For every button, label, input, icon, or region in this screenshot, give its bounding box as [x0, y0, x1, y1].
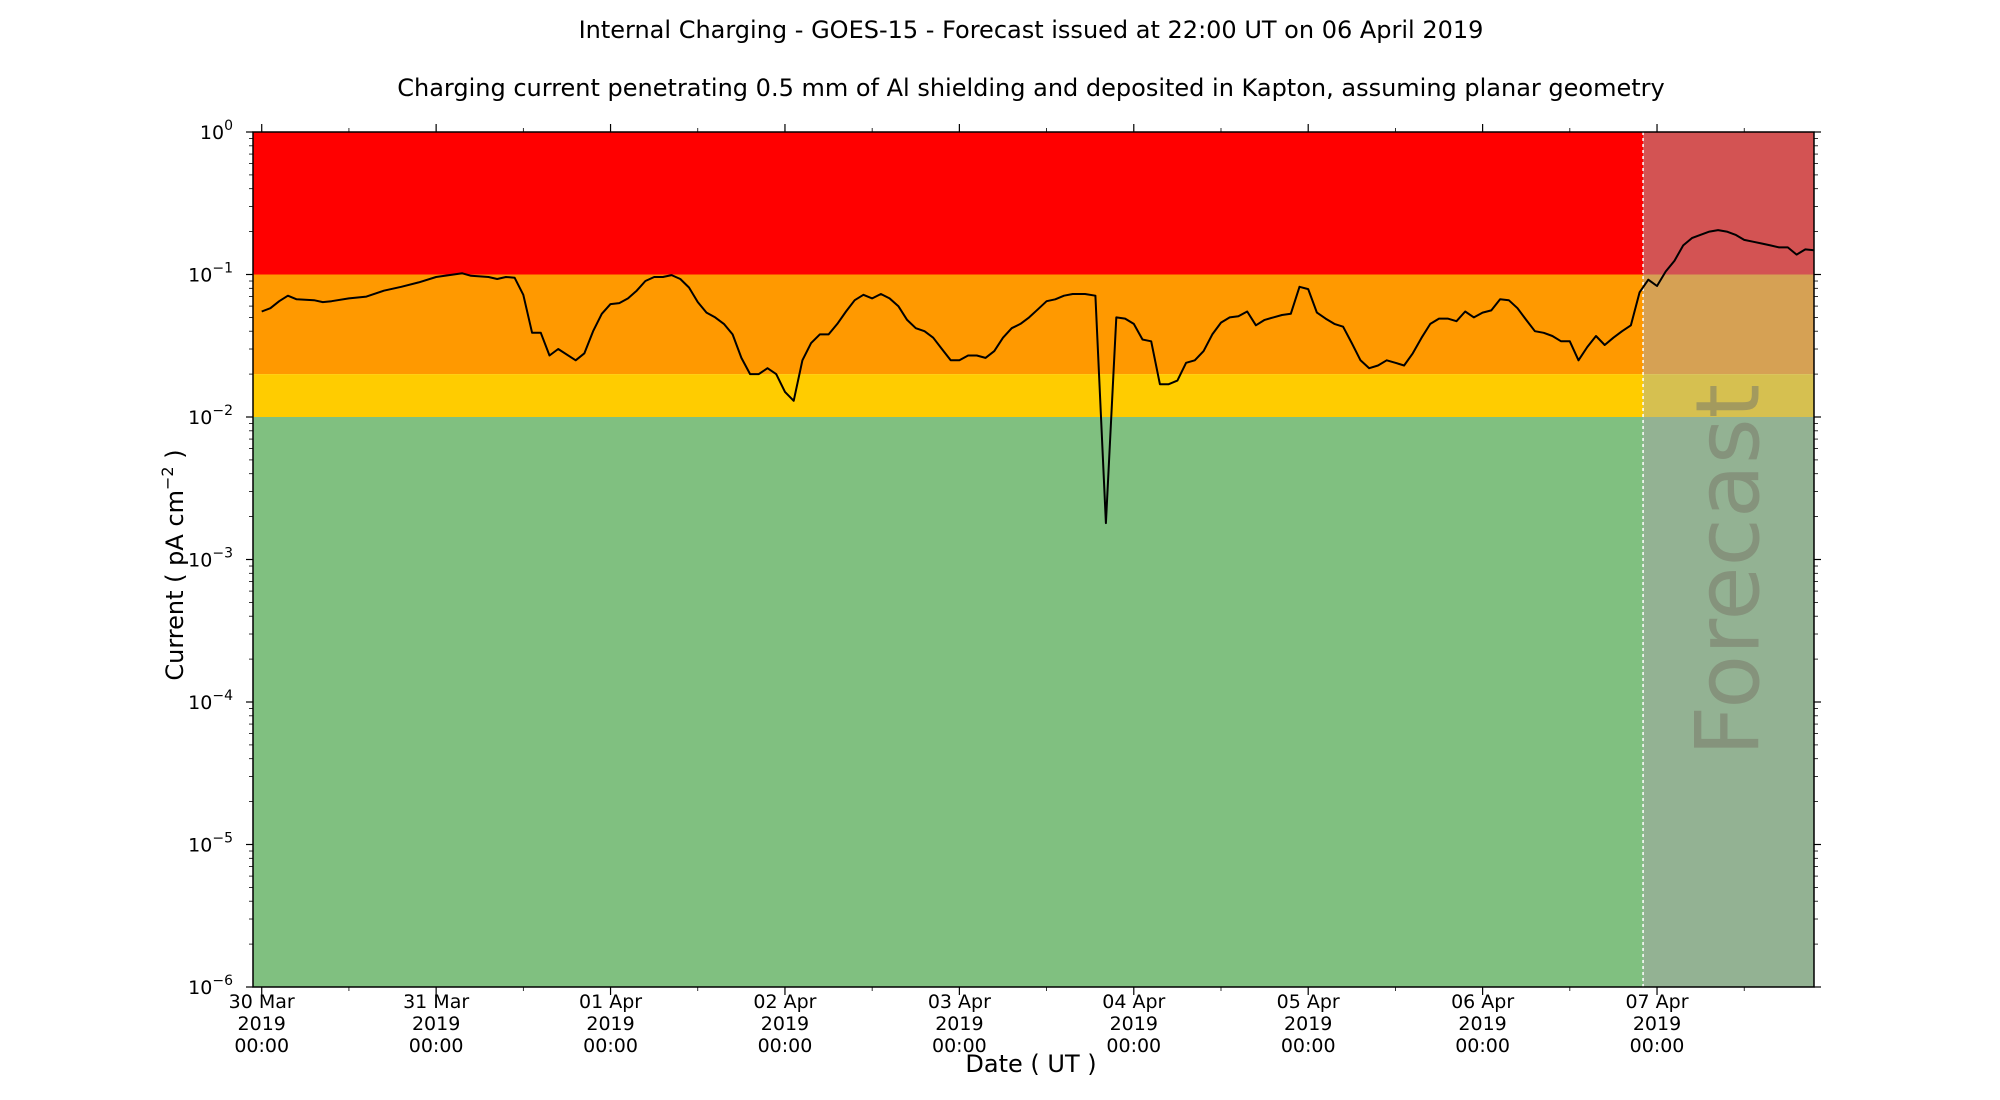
band-0 [253, 132, 1644, 275]
y-tick-label-1: 10−5 [188, 831, 233, 857]
y-tick-label-2: 10−4 [188, 688, 233, 714]
y-tick-label-0: 10−6 [188, 973, 233, 999]
y-axis-label: Current ( pA cm−2 ) [158, 449, 189, 680]
y-tick-label-3: 10−3 [188, 546, 233, 572]
x-tick-label-7: 06 Apr 2019 00:00 [1451, 991, 1514, 1057]
forecast-band-2 [1643, 374, 1814, 417]
forecast-band-1 [1643, 274, 1814, 375]
x-tick-label-6: 05 Apr 2019 00:00 [1277, 991, 1340, 1057]
band-1 [253, 274, 1644, 375]
chart-title: Internal Charging - GOES-15 - Forecast i… [579, 16, 1484, 44]
y-axis: 10−6 10−5 10−4 10−3 10−2 10−1 100 [188, 118, 1821, 999]
x-tick-label-4: 03 Apr 2019 00:00 [928, 991, 991, 1057]
x-tick-label-3: 02 Apr 2019 00:00 [753, 991, 816, 1057]
forecast-label: Forecast [1677, 384, 1780, 756]
y-tick-label-4: 10−2 [188, 403, 233, 429]
y-tick-label-5: 10−1 [188, 261, 233, 287]
forecast-band-0 [1643, 132, 1814, 275]
x-tick-label-8: 07 Apr 2019 00:00 [1625, 991, 1688, 1057]
x-axis: 30 Mar 2019 00:00 31 Mar 2019 00:00 01 Apr 2019… [229, 124, 1745, 1057]
y-tick-label-6: 100 [200, 118, 233, 144]
forecast-region [1643, 132, 1814, 987]
forecast-band-3 [1643, 417, 1814, 987]
band-2 [253, 374, 1644, 417]
band-3 [253, 417, 1644, 987]
x-tick-label-1: 31 Mar 2019 00:00 [403, 991, 469, 1057]
x-tick-label-0: 30 Mar 2019 00:00 [229, 991, 295, 1057]
chart-subtitle: Charging current penetrating 0.5 mm of A… [397, 74, 1665, 102]
threshold-bands [253, 132, 1644, 987]
x-tick-label-5: 04 Apr 2019 00:00 [1102, 991, 1165, 1057]
x-tick-label-2: 01 Apr 2019 00:00 [579, 991, 642, 1057]
x-axis-label: Date ( UT ) [965, 1050, 1096, 1078]
series-line [261, 229, 1815, 525]
